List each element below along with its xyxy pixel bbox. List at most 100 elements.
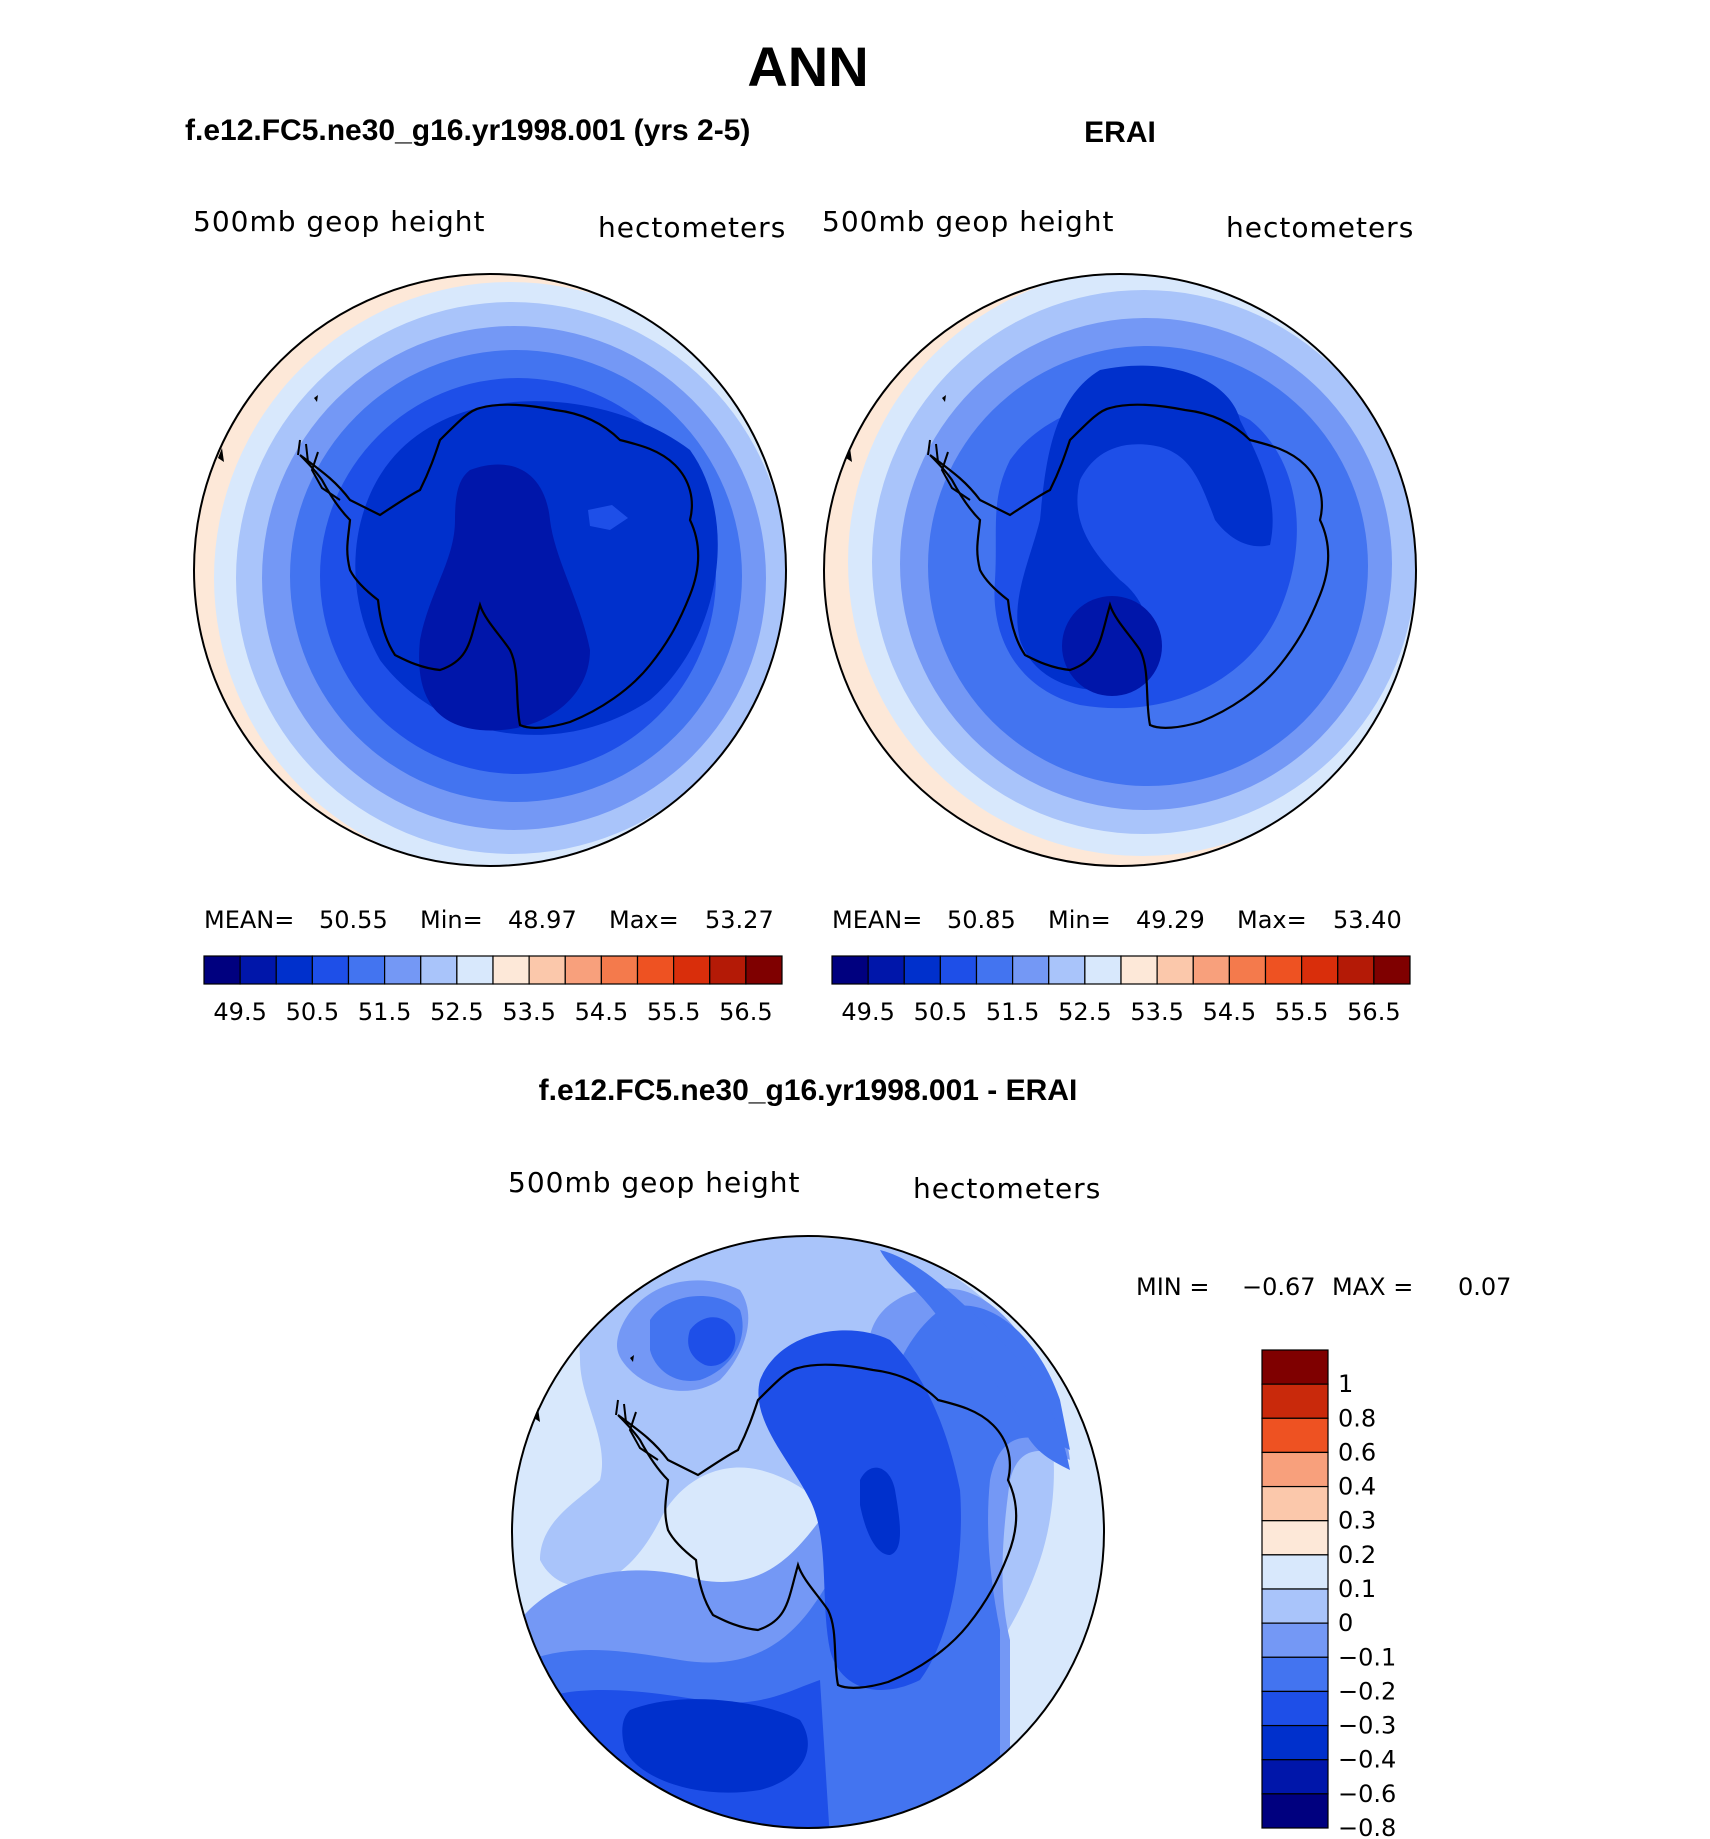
colorbar-swatch	[673, 955, 711, 985]
colorbar-tick-label: 49.5	[841, 998, 894, 1026]
coastline	[310, 451, 341, 501]
colorbar-swatch	[1261, 1724, 1329, 1761]
colorbar-swatch	[1373, 955, 1411, 985]
colorbar-swatch	[1261, 1588, 1329, 1624]
colorbar-swatch	[456, 955, 494, 985]
contour-band	[588, 505, 628, 530]
diff-min-value: −0.67	[1242, 1273, 1316, 1301]
colorbar-swatch	[1261, 1793, 1329, 1829]
colorbar-swatch	[867, 955, 905, 985]
colorbar-swatch	[939, 955, 978, 985]
contour-band	[688, 1317, 736, 1366]
diff-max-value: 0.07	[1458, 1273, 1511, 1301]
contour-band	[758, 1330, 961, 1690]
colorbar-tick-label: 0.1	[1338, 1575, 1376, 1603]
colorbar-swatch	[420, 955, 458, 985]
mean-value: 50.85	[947, 906, 1016, 934]
colorbar-swatch	[528, 955, 566, 985]
coastline	[615, 1399, 627, 1423]
max-value: 53.27	[705, 906, 774, 934]
min-value: 49.29	[1136, 906, 1205, 934]
min-label: Min=	[420, 906, 483, 934]
colorbar-tick-label: 1	[1338, 1370, 1353, 1398]
coastline	[940, 451, 971, 501]
panel-obs-map	[824, 274, 1416, 866]
colorbar-tick-label: 52.5	[430, 998, 483, 1026]
colorbar-swatch	[1192, 955, 1230, 985]
panel-obs-title: ERAI	[1084, 116, 1156, 149]
island	[314, 395, 318, 402]
colorbar-tick-label: −0.4	[1338, 1746, 1396, 1774]
island	[846, 448, 852, 462]
colorbar-swatch	[1261, 1485, 1329, 1522]
panel-obs-units-label: hectometers	[1226, 211, 1414, 244]
mean-label: MEAN=	[204, 906, 294, 934]
colorbar-diff: 1 0.8 0.6 0.4 0.3 0.2 0.1 0 −0.1 −0.2 −0.3 −0.4 −0.6…	[1261, 1349, 1396, 1839]
map-boundary	[511, 1235, 1105, 1829]
min-value: 48.97	[508, 906, 577, 934]
colorbar-swatch	[239, 955, 277, 985]
colorbar-swatch	[636, 955, 675, 985]
colorbar-swatch	[1156, 955, 1194, 985]
panel-diff: f.e12.FC5.ne30_g16.yr1998.001 - ERAI 500…	[508, 1074, 1511, 1839]
colorbar-swatch	[709, 955, 747, 985]
panel-model: f.e12.FC5.ne30_g16.yr1998.001 (yrs 2-5) …	[185, 114, 787, 1026]
colorbar-swatch	[1261, 1656, 1329, 1693]
panel-model-units-label: hectometers	[598, 211, 786, 244]
contour-band	[860, 1467, 900, 1555]
colorbar-swatch	[1337, 955, 1375, 985]
panel-diff-variable-label: 500mb geop height	[508, 1166, 800, 1199]
colorbar-swatch	[1084, 955, 1122, 985]
colorbar-swatch	[745, 955, 783, 985]
max-label: Max=	[1237, 906, 1307, 934]
colorbar-tick-label: 0.8	[1338, 1404, 1376, 1432]
colorbar-tick-label: −0.6	[1338, 1780, 1396, 1808]
colorbar-swatch	[1261, 1417, 1329, 1454]
colorbar-swatch	[203, 955, 241, 985]
colorbar-tick-label: 53.5	[1130, 998, 1183, 1026]
colorbar-obs: 49.5 50.5 51.5 52.5 53.5 54.5 55.5 56.5	[831, 955, 1411, 1026]
colorbar-tick-label: 49.5	[213, 998, 266, 1026]
colorbar-tick-label: 50.5	[914, 998, 967, 1026]
panel-diff-title: f.e12.FC5.ne30_g16.yr1998.001 - ERAI	[539, 1074, 1078, 1107]
max-label: Max=	[609, 906, 679, 934]
colorbar-swatch	[1012, 955, 1050, 985]
colorbar-swatch	[311, 955, 350, 985]
colorbar-swatch	[600, 955, 639, 985]
colorbar-tick-label: 50.5	[286, 998, 339, 1026]
colorbar-tick-label: −0.2	[1338, 1677, 1396, 1705]
panel-obs-variable-label: 500mb geop height	[822, 205, 1114, 238]
colorbar-tick-label: −0.1	[1338, 1643, 1396, 1671]
diff-max-label: MAX =	[1332, 1273, 1413, 1301]
colorbar-swatch	[384, 955, 422, 985]
colorbar-tick-label: 53.5	[502, 998, 555, 1026]
colorbar-swatch	[1120, 955, 1158, 985]
min-label: Min=	[1048, 906, 1111, 934]
colorbar-tick-label: −0.8	[1338, 1814, 1396, 1839]
contour-band	[622, 1699, 808, 1793]
coastline	[297, 439, 309, 463]
colorbar-tick-label: 56.5	[1347, 998, 1400, 1026]
map-boundary	[823, 273, 1417, 867]
contour-band	[1062, 596, 1162, 696]
colorbar-swatch	[1261, 1349, 1329, 1385]
colorbar-tick-label: 52.5	[1058, 998, 1111, 1026]
colorbar-swatch	[903, 955, 941, 985]
colorbar-swatch	[1228, 955, 1267, 985]
diff-min-label: MIN =	[1136, 1273, 1209, 1301]
mean-label: MEAN=	[832, 906, 922, 934]
colorbar-tick-label: 51.5	[358, 998, 411, 1026]
colorbar-tick-label: 55.5	[647, 998, 700, 1026]
mean-value: 50.55	[319, 906, 388, 934]
panel-model-map	[194, 274, 786, 866]
contour-band	[880, 1250, 1070, 1470]
colorbar-tick-label: 0.6	[1338, 1438, 1376, 1466]
colorbar-tick-label: −0.3	[1338, 1712, 1396, 1740]
colorbar-swatch	[975, 955, 1014, 985]
colorbar-swatch	[1261, 1554, 1329, 1590]
panel-diff-map	[512, 1236, 1104, 1828]
colorbar-swatch	[1261, 1759, 1329, 1795]
colorbar-swatch	[1261, 1451, 1329, 1488]
colorbar-tick-label: 54.5	[1203, 998, 1256, 1026]
